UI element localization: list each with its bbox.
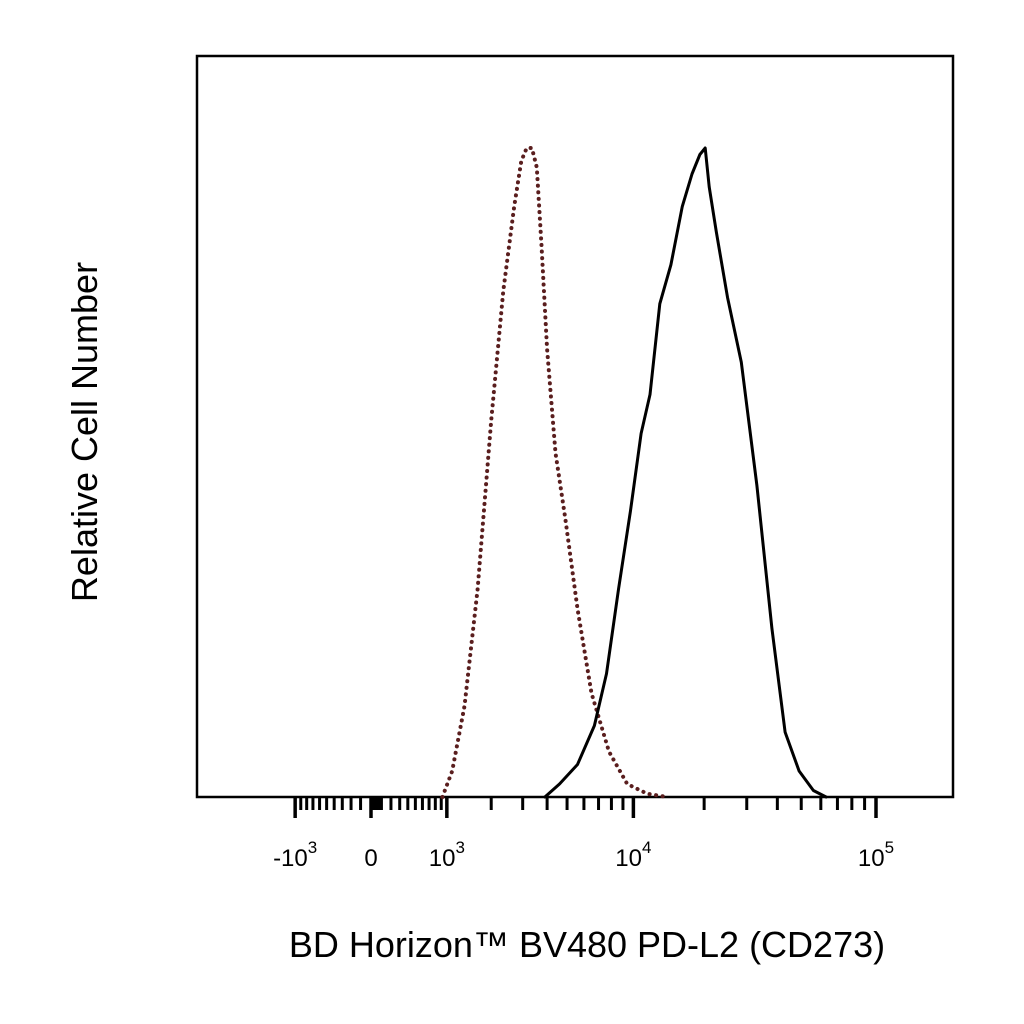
histogram-series-dotted <box>440 146 670 799</box>
x-tick-label: 104 <box>615 838 651 872</box>
histogram-series-solid <box>543 146 828 799</box>
x-tick-labels: -103 0 103 104 105 <box>273 838 894 872</box>
x-tick-label: 0 <box>364 845 377 872</box>
major-ticks <box>293 797 878 818</box>
series-layer <box>440 146 828 799</box>
x-axis-title: BD Horizon™ BV480 PD-L2 (CD273) <box>288 924 886 965</box>
x-tick-label: 103 <box>429 838 465 872</box>
plot-frame <box>195 54 955 799</box>
minor-ticks <box>299 797 867 810</box>
y-axis-title: Relative Cell Number <box>64 261 105 603</box>
x-tick-label: -103 <box>273 838 317 872</box>
x-tick-label: 105 <box>858 838 894 872</box>
